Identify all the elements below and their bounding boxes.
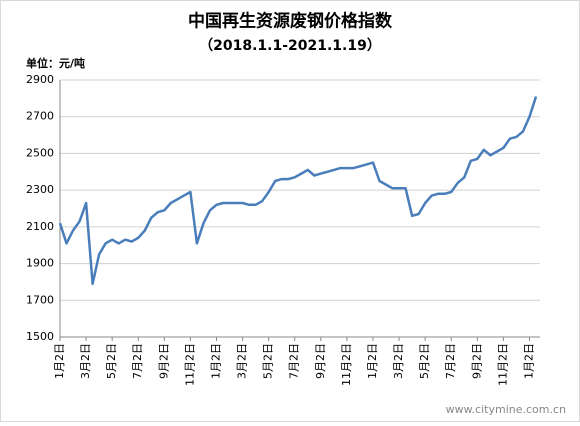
x-tick-label: 1月2日 <box>366 343 379 379</box>
y-tick-label: 2700 <box>26 110 54 123</box>
x-tick-label: 3月2日 <box>79 343 92 379</box>
x-tick-label: 9月2日 <box>470 343 483 379</box>
y-tick-label: 2900 <box>26 73 54 86</box>
x-tick-label: 9月2日 <box>314 343 327 379</box>
x-tick-label: 9月2日 <box>157 343 170 379</box>
y-axis-label: 单位：元/吨 <box>26 56 85 70</box>
y-tick-label: 1900 <box>26 257 54 270</box>
watermark: www.citymine.com.cn <box>446 403 566 416</box>
x-tick-label: 5月2日 <box>105 343 118 379</box>
y-tick-label: 1500 <box>26 330 54 343</box>
y-tick-label: 1700 <box>26 293 54 306</box>
x-tick-label: 7月2日 <box>444 343 457 379</box>
x-tick-label: 1月2日 <box>522 343 535 379</box>
x-tick-label: 5月2日 <box>262 343 275 379</box>
x-tick-label: 11月2日 <box>183 343 196 386</box>
y-tick-label: 2300 <box>26 183 54 196</box>
x-tick-label: 1月2日 <box>53 343 66 379</box>
x-tick-label: 11月2日 <box>496 343 509 386</box>
line <box>58 96 538 286</box>
x-tick-label: 7月2日 <box>288 343 301 379</box>
chart-title: 中国再生资源废钢价格指数 <box>188 11 393 32</box>
x-tick-label: 1月2日 <box>209 343 222 379</box>
chart-subtitle: （2018.1.1-2021.1.19） <box>199 38 381 54</box>
y-tick-label: 2100 <box>26 220 54 233</box>
x-tick-label: 3月2日 <box>236 343 249 379</box>
x-tick-label: 11月2日 <box>340 343 353 386</box>
x-tick-label: 7月2日 <box>131 343 144 379</box>
y-tick-label: 2500 <box>26 146 54 159</box>
x-tick-label: 3月2日 <box>392 343 405 379</box>
x-tick-label: 5月2日 <box>418 343 431 379</box>
